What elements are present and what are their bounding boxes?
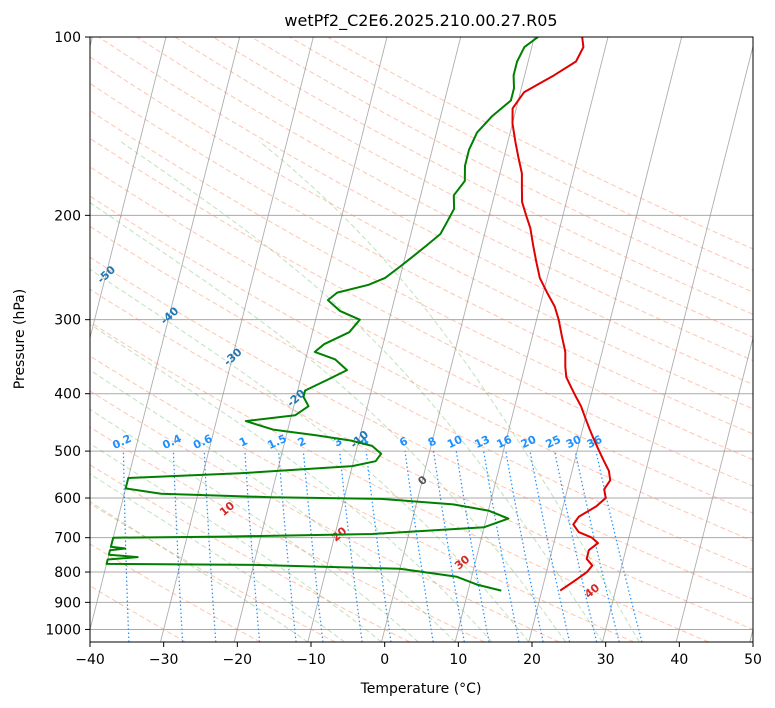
x-axis-label: Temperature (°C) [360, 681, 482, 697]
isotherm-label: -60 [31, 222, 55, 245]
dry-adiabat-line [90, 288, 753, 630]
mixing-ratio-label: 10 [445, 433, 465, 451]
isotherm-line [90, 37, 167, 340]
dry-adiabat-line [90, 256, 753, 600]
x-tick-label: 30 [597, 652, 615, 668]
dry-adiabat-line [90, 355, 635, 642]
profile-series [105, 37, 612, 592]
mixing-ratio-label: 20 [519, 433, 539, 451]
isotherm-line [160, 37, 314, 642]
plot-frame [89, 36, 754, 643]
y-tick-label: 800 [54, 565, 81, 581]
mixing-ratio-line [339, 451, 363, 642]
mixing-ratio-line [554, 450, 598, 642]
moist-adiabat-line [90, 473, 345, 642]
y-tick-label: 300 [54, 313, 81, 329]
dry-adiabat-line [90, 585, 186, 642]
mixing-ratio-label: 25 [544, 433, 563, 451]
temperature-profile-line [511, 37, 612, 592]
y-tick-label: 500 [54, 444, 81, 460]
dry-adiabat-line [90, 166, 753, 514]
dry-adiabats [90, 37, 753, 642]
mixing-ratio-line [483, 450, 520, 642]
isotherm-line [602, 44, 753, 642]
dry-adiabat-line [136, 37, 753, 362]
mixing-ratio-line [505, 450, 544, 642]
y-tick-label: 700 [54, 531, 81, 547]
mixing-ratio-line [278, 451, 297, 642]
dry-adiabat-line [250, 37, 753, 293]
x-tick-label: 0 [380, 652, 389, 668]
x-tick-label: 20 [523, 652, 541, 668]
plot-background [90, 37, 753, 642]
mixing-ratio-label: 13 [472, 433, 491, 451]
mixing-ratio-label: 30 [564, 433, 584, 451]
mixing-ratio-line [529, 450, 571, 642]
isotherm-line [528, 37, 683, 642]
isotherm-line [233, 37, 388, 642]
isotherm-line [454, 37, 609, 642]
mixing-ratio-lines [122, 450, 643, 642]
x-tick-label: −40 [75, 652, 105, 668]
x-tick-label: 40 [670, 652, 688, 668]
x-tick-label: −20 [223, 652, 253, 668]
dry-adiabat-line [90, 390, 560, 642]
y-axis-label: Pressure (hPa) [12, 289, 28, 389]
y-tick-label: 900 [54, 595, 81, 611]
dry-adiabat-line [90, 137, 753, 487]
isotherm-line [307, 37, 462, 642]
moist-adiabat-line [90, 408, 419, 642]
mixing-ratio-label: 16 [495, 433, 515, 451]
dry-adiabat-line [98, 37, 753, 386]
isotherm-line [749, 627, 753, 642]
y-tick-label: 1000 [45, 622, 81, 638]
x-tick-label: −30 [149, 652, 179, 668]
x-tick-label: 50 [744, 652, 762, 668]
chart-title: wetPf2_C2E6.2025.210.00.27.R05 [284, 11, 557, 31]
y-tick-label: 600 [54, 491, 81, 507]
x-axis: −40 −30 −20 −10 0 10 20 30 40 50 [75, 642, 762, 668]
mixing-ratio-line [244, 451, 261, 642]
y-tick-label: 200 [54, 208, 81, 224]
moist-adiabat-line [90, 268, 530, 642]
isotherm-line [381, 37, 535, 642]
x-tick-label: −10 [296, 652, 326, 668]
dewpoint-profile-line [105, 37, 539, 592]
dry-adiabat-line [90, 503, 336, 642]
mixing-ratio-line [404, 451, 434, 642]
y-tick-label: 400 [54, 387, 81, 403]
mixing-ratio-line [302, 451, 324, 642]
dry-adiabat-line [90, 195, 753, 542]
x-tick-label: 10 [449, 652, 467, 668]
dry-adiabat-line [174, 37, 753, 338]
dry-adiabat-line [212, 37, 753, 315]
moist-adiabat-line [90, 202, 567, 642]
y-tick-label: 100 [54, 30, 81, 46]
mixing-ratio-line [574, 450, 620, 642]
mixing-ratio-line [365, 451, 392, 642]
dry-adiabat-line [90, 321, 709, 642]
y-axis: 100 200 300 400 500 600 700 800 900 1000 [45, 30, 90, 638]
moist-adiabat-line [120, 140, 603, 642]
